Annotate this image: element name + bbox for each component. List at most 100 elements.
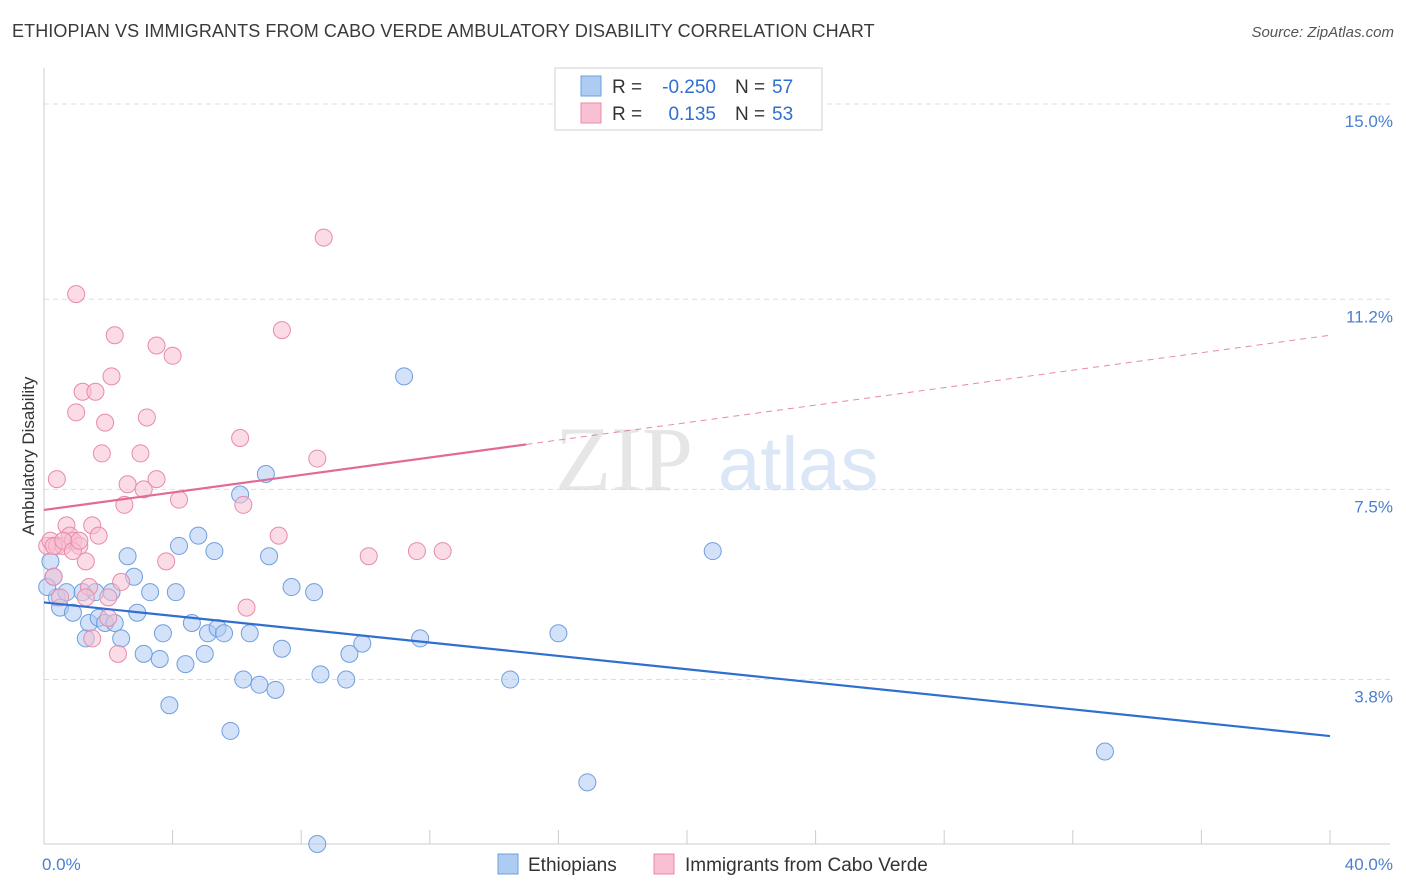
watermark-atlas: atlas (718, 422, 879, 507)
ethiopians-trend-line (43, 601, 1331, 738)
ethiopians-point (266, 680, 285, 699)
cabo-verde-point (237, 598, 256, 617)
cabo-verde-point (433, 542, 452, 561)
source-note: Source: ZipAtlas.com (1251, 24, 1394, 41)
ethiopians-point (250, 675, 269, 694)
cabo-verde-point (83, 629, 102, 648)
cabo-verde-point (67, 285, 86, 304)
cabo-verde-point (131, 444, 150, 463)
y-tick-label: 15.0% (1345, 112, 1393, 131)
cabo-verde-point (105, 326, 124, 345)
legend-swatch-cabo-verde (580, 102, 602, 124)
ethiopians-point (1095, 742, 1114, 761)
cabo-verde-trend-line-extension (526, 334, 1331, 445)
grid-lines (44, 103, 1390, 681)
ethiopians-point (63, 603, 82, 622)
cabo-verde-point (99, 608, 118, 627)
cabo-verde-point (76, 588, 95, 607)
trend-lines (43, 334, 1331, 738)
series-legend: Ethiopians Immigrants from Cabo Verde (497, 853, 928, 876)
ethiopians-point (141, 583, 160, 602)
ethiopians-point (305, 583, 324, 602)
cabo-verde-point (269, 526, 288, 545)
x-tick-label-max: 40.0% (1345, 855, 1393, 874)
cabo-verde-point (231, 429, 250, 448)
ethiopians-point (112, 629, 131, 648)
ethiopians-point (170, 536, 189, 555)
ethiopians-point (118, 547, 137, 566)
cabo-verde-point (118, 475, 137, 494)
cabo-verde-point (70, 531, 89, 550)
data-points (38, 228, 1114, 853)
legend-n-value-2: 53 (772, 104, 793, 125)
ethiopians-point (176, 655, 195, 674)
legend-r-label-2: R = (612, 104, 642, 125)
cabo-verde-point (44, 567, 63, 586)
ethiopians-point (153, 624, 172, 643)
y-tick-label: 11.2% (1346, 307, 1393, 326)
y-tick-labels: 3.8% 7.5% 11.2% 15.0% (1345, 112, 1393, 707)
cabo-verde-point (67, 403, 86, 422)
stats-legend: R = -0.250 N = 57 R = 0.135 N = 53 (554, 67, 823, 131)
cabo-verde-point (47, 470, 66, 489)
ethiopians-point (41, 552, 60, 571)
cabo-verde-point (147, 470, 166, 489)
cabo-verde-point (359, 547, 378, 566)
ethiopians-point (353, 634, 372, 653)
ethiopians-point (150, 649, 169, 668)
ethiopians-point (166, 583, 185, 602)
ethiopians-point (260, 547, 279, 566)
ethiopians-point (240, 624, 259, 643)
ethiopians-point (134, 644, 153, 663)
cabo-verde-point (314, 228, 333, 247)
chart-title: ETHIOPIAN VS IMMIGRANTS FROM CABO VERDE … (12, 21, 875, 41)
ethiopians-point (411, 629, 430, 648)
series-legend-label-cabo-verde: Immigrants from Cabo Verde (685, 855, 928, 876)
series-legend-label-ethiopians: Ethiopians (528, 855, 617, 876)
ethiopians-point (578, 773, 597, 792)
ethiopians-point (160, 696, 179, 715)
cabo-verde-point (51, 588, 70, 607)
cabo-verde-point (308, 449, 327, 468)
legend-r-label-1: R = (612, 77, 642, 98)
cabo-verde-trend-line (43, 443, 527, 512)
cabo-verde-point (96, 413, 115, 432)
cabo-verde-point (137, 408, 156, 427)
ethiopians-point (501, 670, 520, 689)
cabo-verde-point (86, 382, 105, 401)
y-tick-label: 3.8% (1354, 688, 1393, 707)
legend-r-value-1: -0.250 (662, 77, 716, 98)
legend-n-label-2: N = (735, 104, 765, 125)
ethiopians-point (195, 644, 214, 663)
ethiopians-point (234, 670, 253, 689)
legend-swatch-ethiopians (580, 75, 602, 97)
cabo-verde-point (99, 588, 118, 607)
cabo-verde-point (102, 367, 121, 386)
cabo-verde-point (407, 542, 426, 561)
watermark-zip: ZIP (555, 408, 693, 510)
cabo-verde-point (108, 644, 127, 663)
ethiopians-point (205, 542, 224, 561)
cabo-verde-point (170, 490, 189, 509)
ethiopians-point (221, 721, 240, 740)
series-legend-swatch-cabo-verde (653, 853, 675, 875)
x-tick-marks (43, 830, 1331, 844)
ethiopians-point (549, 624, 568, 643)
legend-n-label-1: N = (735, 77, 765, 98)
ethiopians-point (189, 526, 208, 545)
ethiopians-point (337, 670, 356, 689)
ethiopians-point (308, 835, 327, 853)
cabo-verde-point (134, 480, 153, 499)
ethiopians-point (340, 644, 359, 663)
cabo-verde-point (89, 526, 108, 545)
ethiopians-point (395, 367, 414, 386)
ethiopians-point (282, 578, 301, 597)
series-legend-swatch-ethiopians (497, 853, 519, 875)
legend-r-value-2: 0.135 (668, 104, 716, 125)
cabo-verde-point (76, 552, 95, 571)
y-axis-label: Ambulatory Disability (19, 376, 38, 535)
cabo-verde-point (112, 572, 131, 591)
ethiopians-point (272, 639, 291, 658)
legend-n-value-1: 57 (772, 77, 793, 98)
